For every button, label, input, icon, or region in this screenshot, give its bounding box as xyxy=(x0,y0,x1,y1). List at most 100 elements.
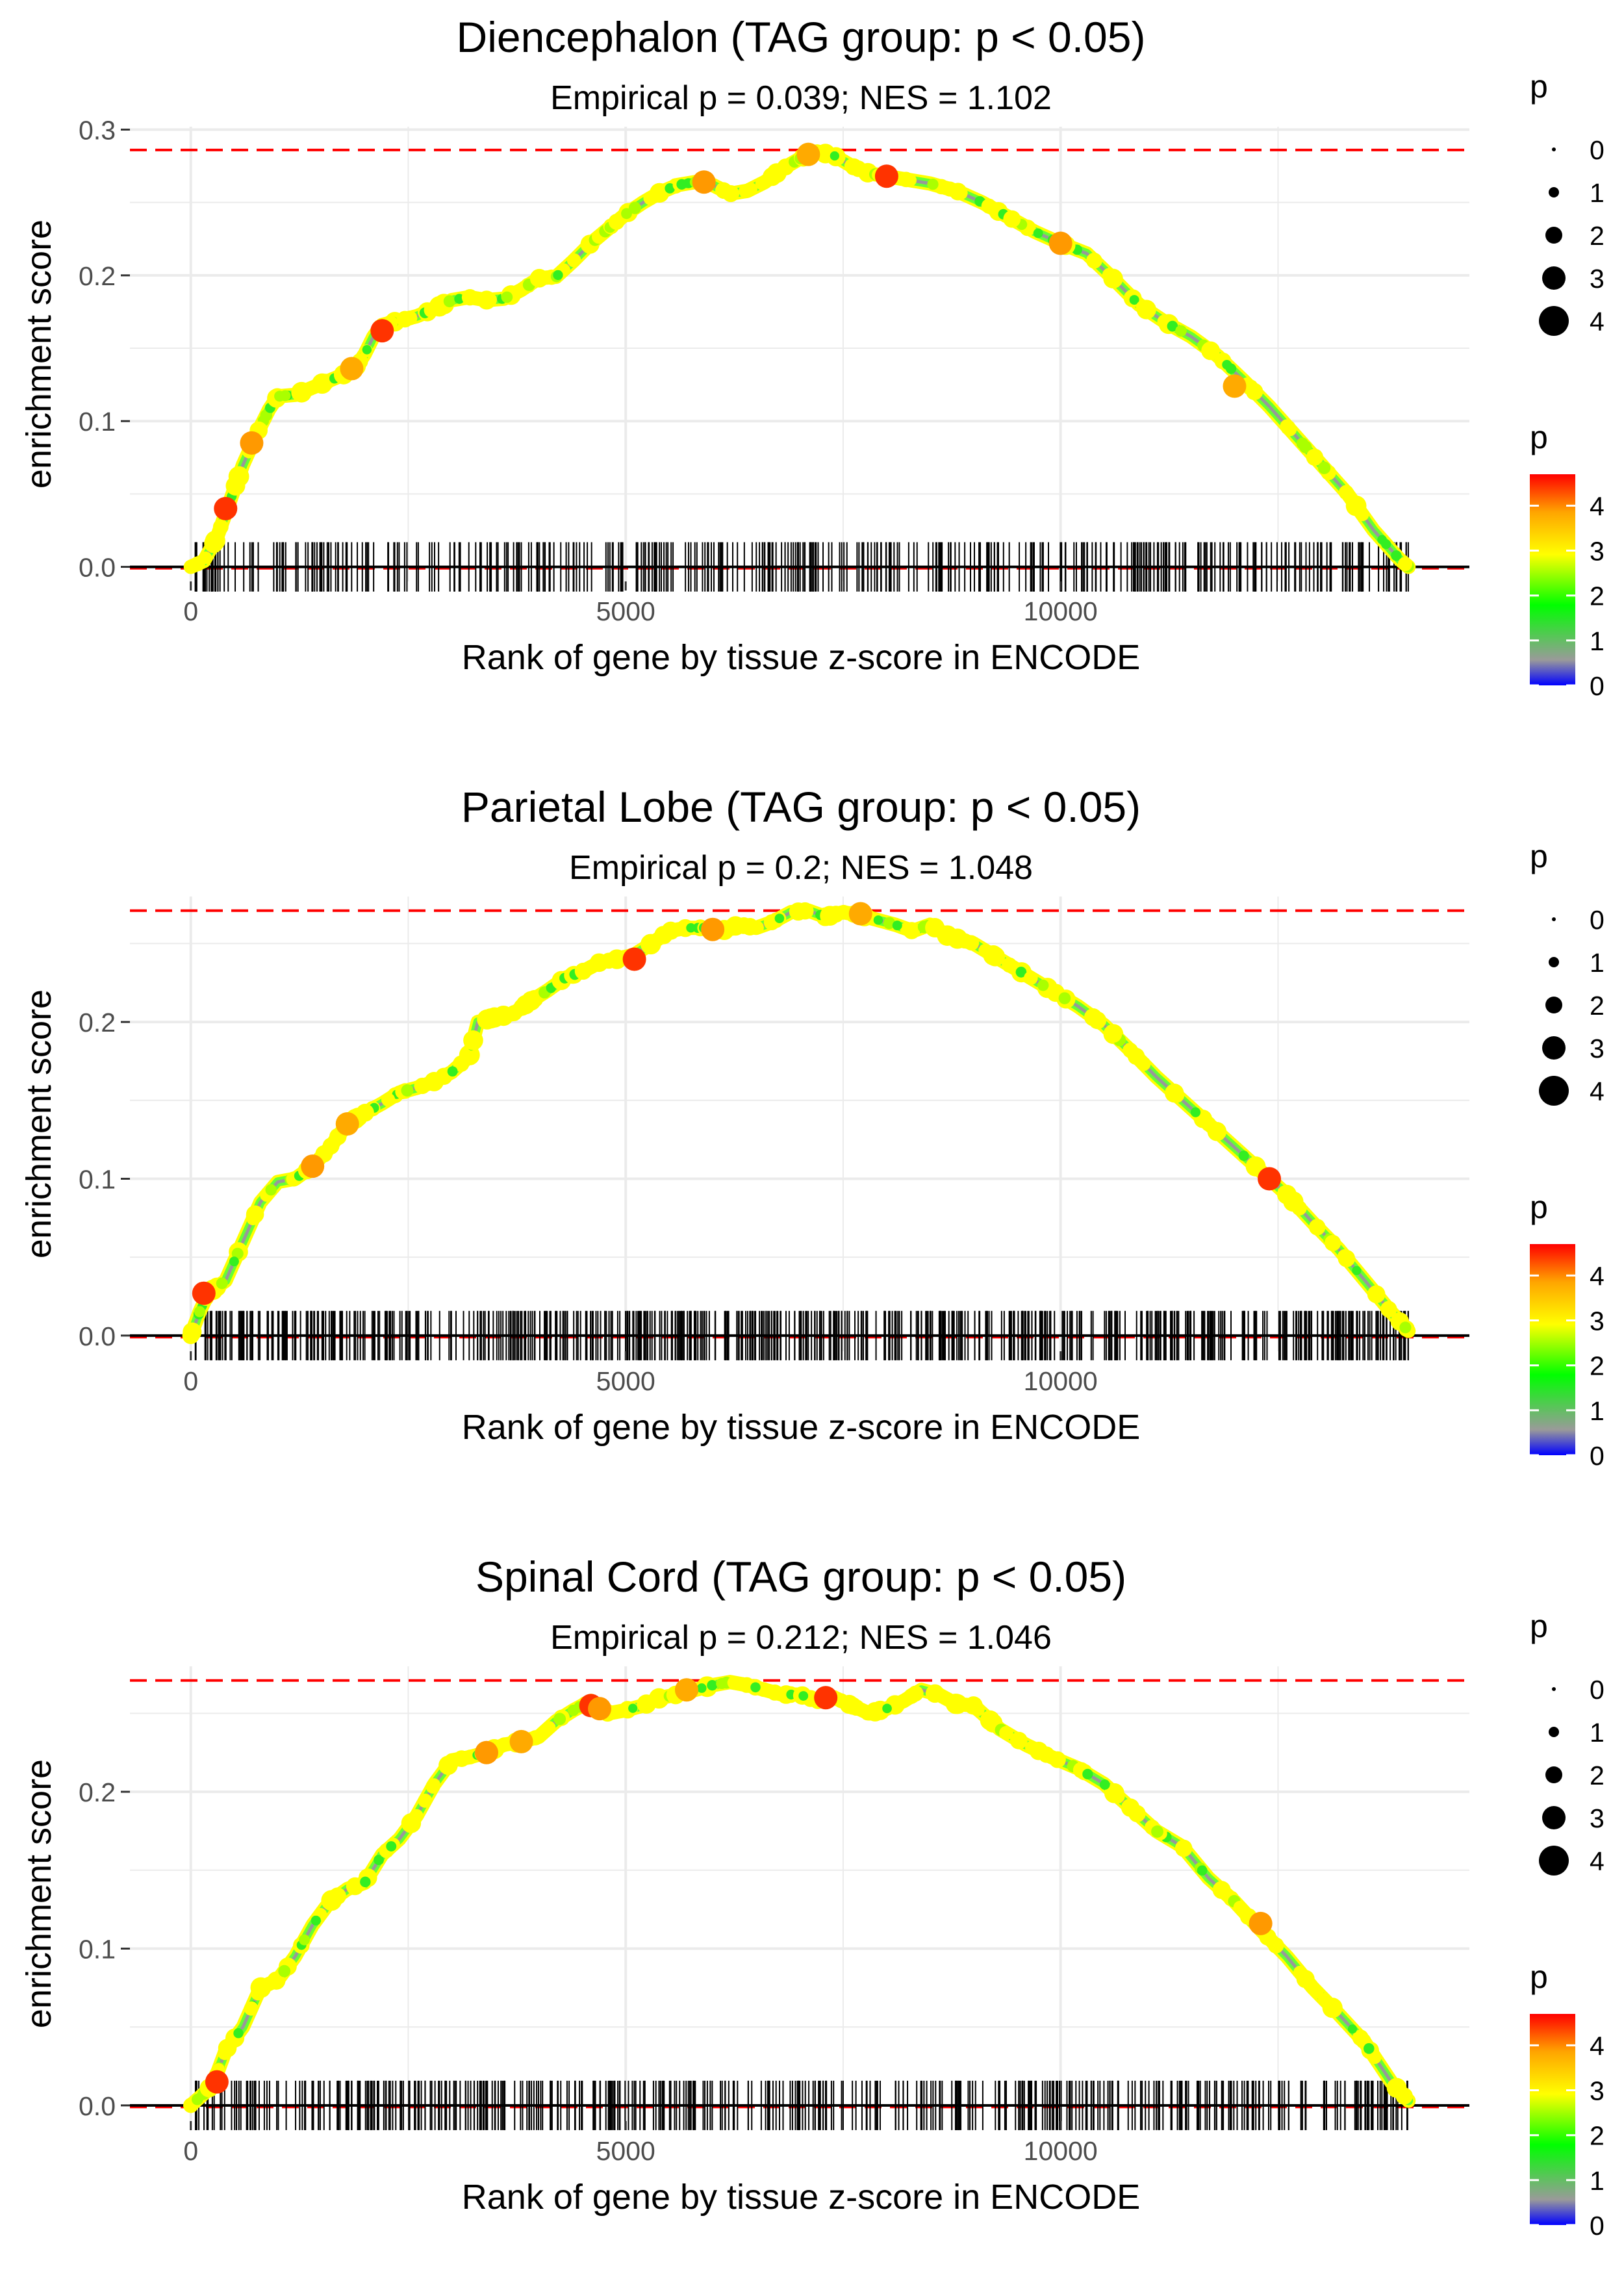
size-legend-title: p xyxy=(1530,68,1548,105)
gridlines xyxy=(130,897,1469,1351)
color-legend-label: 0 xyxy=(1590,2211,1605,2241)
color-legend-label: 1 xyxy=(1590,2166,1605,2196)
gene-dot xyxy=(274,390,285,402)
size-legend-key xyxy=(1549,187,1559,197)
panel-subtitle: Empirical p = 0.2; NES = 1.048 xyxy=(569,849,1033,887)
color-legend-label: 2 xyxy=(1590,1351,1605,1381)
gene-dot xyxy=(1121,1798,1140,1817)
color-legend: p 4 3 2 1 0 xyxy=(1530,1959,1605,2241)
size-legend-label: 0 xyxy=(1590,1675,1605,1705)
gene-dot xyxy=(521,991,541,1011)
curve-halo xyxy=(183,903,1416,1343)
gene-dot xyxy=(750,1682,761,1693)
highlight-point xyxy=(335,1112,359,1136)
gene-dot xyxy=(231,1247,244,1260)
gene-dot xyxy=(1212,1881,1231,1900)
size-legend-label: 1 xyxy=(1590,1718,1605,1748)
color-legend-title: p xyxy=(1530,1189,1548,1225)
gene-dot xyxy=(183,1322,202,1342)
size-legend-key xyxy=(1545,227,1562,244)
color-bar xyxy=(1530,2014,1575,2225)
gene-dot xyxy=(311,1915,321,1926)
gene-dot xyxy=(1309,1984,1324,1999)
gene-dot xyxy=(250,1977,272,1998)
gene-dot xyxy=(1086,252,1102,269)
gene-dot xyxy=(574,962,592,980)
gene-dot xyxy=(566,253,581,268)
color-bar xyxy=(1530,1244,1575,1455)
highlight-point xyxy=(874,164,898,188)
color-legend-title: p xyxy=(1530,1959,1548,1995)
size-legend-key xyxy=(1542,1036,1566,1060)
gene-dot xyxy=(1151,1825,1163,1838)
highlight-point xyxy=(1223,374,1247,398)
panel-subtitle: Empirical p = 0.212; NES = 1.046 xyxy=(550,1619,1052,1657)
panel-title: Diencephalon (TAG group: p < 0.05) xyxy=(457,13,1146,61)
y-tick-label: 0.0 xyxy=(79,553,116,583)
highlight-point xyxy=(588,1697,612,1721)
size-legend-label: 1 xyxy=(1590,948,1605,978)
gene-dot xyxy=(1174,1839,1193,1857)
color-legend: p 4 3 2 1 0 xyxy=(1530,1189,1605,1471)
gene-dot xyxy=(1029,1742,1048,1761)
size-legend-key xyxy=(1542,266,1566,290)
gene-dot xyxy=(1099,1779,1110,1790)
gene-dot xyxy=(216,1277,228,1290)
size-legend-label: 2 xyxy=(1590,221,1605,251)
gene-dot xyxy=(661,921,680,940)
gene-dot xyxy=(665,183,676,194)
gene-dot xyxy=(553,270,563,281)
gene-dot xyxy=(1197,1865,1208,1876)
color-legend-label: 1 xyxy=(1590,1396,1605,1426)
gene-dot xyxy=(686,923,696,933)
gene-dot xyxy=(1245,383,1263,400)
gene-dot xyxy=(199,551,212,565)
gene-dot xyxy=(1082,1768,1093,1779)
size-legend-label: 4 xyxy=(1590,1076,1605,1106)
gene-dot xyxy=(925,918,945,937)
gene-dot xyxy=(947,928,968,949)
gene-dot xyxy=(628,201,641,214)
gene-dot xyxy=(246,1208,263,1225)
gene-dot xyxy=(830,151,839,161)
x-tick-label: 0 xyxy=(183,596,198,626)
gene-dot xyxy=(356,1104,374,1122)
gene-dot xyxy=(798,1691,809,1701)
gene-dot xyxy=(978,943,991,957)
gene-dot xyxy=(1103,268,1123,289)
gene-dot xyxy=(443,295,456,307)
gene-dot xyxy=(927,179,939,190)
gene-dot xyxy=(1009,1731,1028,1749)
color-legend: p 4 3 2 1 0 xyxy=(1530,419,1605,701)
gene-dot xyxy=(501,291,513,303)
gene-dot xyxy=(1364,2043,1375,2054)
color-legend-label: 3 xyxy=(1590,537,1605,566)
y-tick-label: 0.2 xyxy=(79,1008,116,1037)
gene-dot xyxy=(536,1726,550,1740)
gene-dot xyxy=(696,1683,707,1693)
size-legend-key xyxy=(1552,917,1556,921)
x-tick-label: 5000 xyxy=(596,2136,655,2166)
size-legend-key xyxy=(1552,1687,1556,1691)
highlight-point xyxy=(848,902,872,926)
size-legend: p 0 1 2 3 4 xyxy=(1530,1608,1605,1876)
gene-dot xyxy=(1367,1285,1386,1304)
highlight-point xyxy=(205,2070,229,2094)
highlight-point xyxy=(240,431,264,455)
size-legend-key xyxy=(1542,1806,1566,1829)
gene-dot xyxy=(244,2001,259,2016)
color-legend-label: 3 xyxy=(1590,2076,1605,2106)
gene-dot xyxy=(1024,971,1038,986)
gene-dot xyxy=(892,921,902,931)
y-tick-label: 0.0 xyxy=(79,2091,116,2121)
size-legend-label: 3 xyxy=(1590,264,1605,294)
gene-dot xyxy=(418,1793,433,1808)
size-legend-key xyxy=(1539,1846,1569,1876)
size-legend: p 0 1 2 3 4 xyxy=(1530,68,1605,337)
gene-dot xyxy=(970,1701,985,1716)
gridlines xyxy=(130,127,1469,581)
gene-dot xyxy=(774,913,785,924)
gene-dot xyxy=(374,1855,384,1865)
x-axis-title: Rank of gene by tissue z-score in ENCODE xyxy=(462,1408,1140,1447)
size-legend-key xyxy=(1539,306,1569,336)
